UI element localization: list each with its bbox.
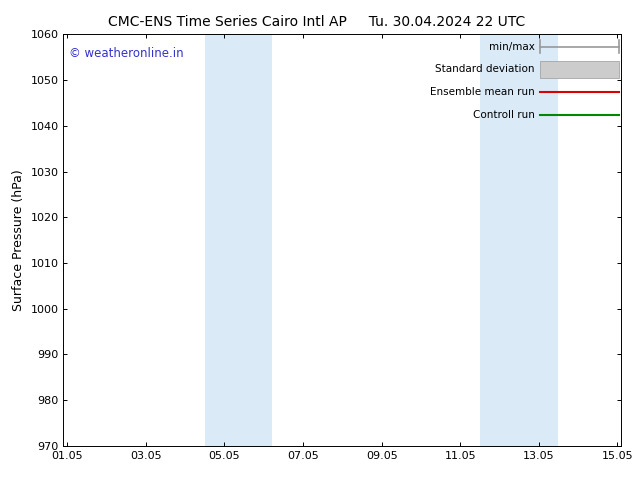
FancyBboxPatch shape	[540, 61, 619, 77]
Text: CMC-ENS Time Series Cairo Intl AP     Tu. 30.04.2024 22 UTC: CMC-ENS Time Series Cairo Intl AP Tu. 30…	[108, 15, 526, 29]
Bar	[205, 34, 271, 446]
Y-axis label: Surface Pressure (hPa): Surface Pressure (hPa)	[12, 169, 25, 311]
Text: Ensemble mean run: Ensemble mean run	[430, 87, 535, 97]
Bar	[480, 34, 559, 446]
Text: © weatheronline.in: © weatheronline.in	[69, 47, 184, 60]
Text: Standard deviation: Standard deviation	[436, 64, 535, 74]
Text: min/max: min/max	[489, 42, 535, 51]
Text: Controll run: Controll run	[473, 110, 535, 120]
